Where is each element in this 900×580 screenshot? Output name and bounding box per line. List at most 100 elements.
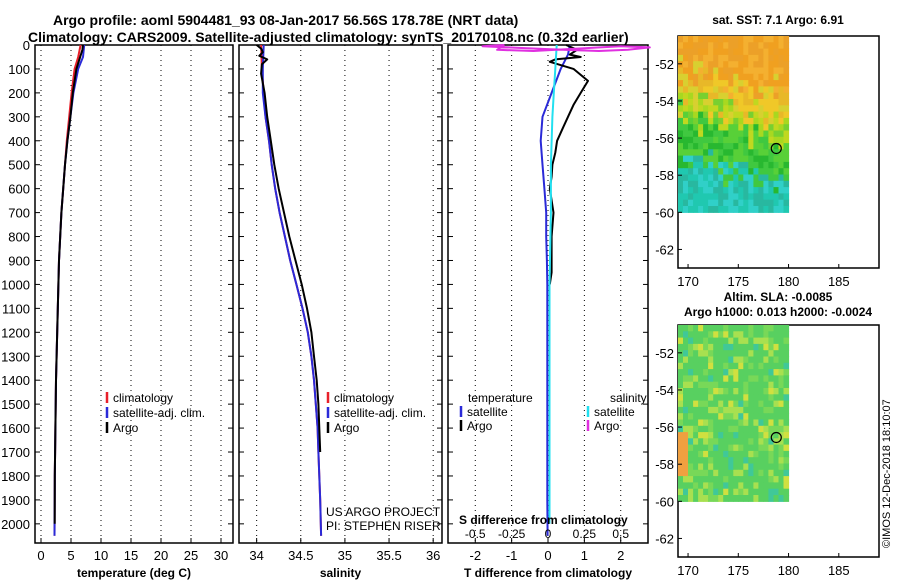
sst_map-cell — [713, 130, 719, 138]
sst_map-cell — [768, 111, 774, 119]
sst_map-cell — [713, 149, 719, 157]
sst_map-cell — [693, 99, 699, 106]
sst_map-cell — [713, 86, 719, 94]
sst_map-cell — [748, 149, 754, 157]
sst_map-cell — [733, 105, 739, 113]
sla_map-cell — [718, 388, 724, 395]
sst_map-cell — [743, 199, 749, 207]
sla_map-cell — [743, 488, 749, 496]
sst_map-cell — [688, 117, 694, 125]
sst_map-cell — [763, 199, 769, 207]
sst_map-cell — [748, 161, 754, 169]
sst_map-cell — [698, 136, 704, 144]
sla_map-cell — [723, 388, 729, 395]
sst_map-cell — [758, 155, 764, 163]
sst_map-cell — [693, 73, 699, 81]
sla_map-cell — [778, 375, 785, 383]
sla_map-cell — [718, 457, 724, 465]
sla_map-cell — [708, 388, 714, 395]
sla_map-cell — [713, 350, 719, 358]
sst_map-cell — [688, 92, 694, 100]
sst_map-cell — [713, 193, 719, 201]
sst_map-cell — [783, 48, 790, 56]
sla_map-cell — [683, 362, 689, 370]
sla_map-cell — [763, 438, 769, 446]
sla_map-cell — [758, 413, 764, 421]
sst_map-cell — [718, 180, 724, 188]
sst_map-cell — [703, 54, 709, 62]
sla_map-cell — [763, 394, 769, 402]
sla_map-cell — [743, 350, 749, 358]
sst_map-cell — [723, 161, 729, 169]
sst_map-cell — [708, 155, 714, 163]
sla_map-cell — [743, 413, 749, 421]
sst_map-cell — [683, 124, 689, 132]
sla_map-cell — [703, 444, 709, 452]
sst_map-cell — [753, 161, 759, 169]
sst_map-cell — [738, 193, 744, 201]
sst_map-cell — [708, 174, 714, 182]
sla_map-cell — [698, 406, 704, 414]
sst_map-cell — [773, 36, 780, 43]
sla_map-cell — [773, 457, 780, 465]
sla_map-cell — [753, 413, 759, 421]
sst_map-cell — [768, 61, 774, 69]
sst_map-cell — [773, 161, 780, 169]
sla_map-cell — [783, 325, 790, 332]
sla_map-cell — [703, 495, 709, 502]
sla_map-cell — [723, 406, 729, 414]
sla_map-cell — [773, 381, 780, 389]
sla_map-cell — [718, 413, 724, 421]
sst_map-cell — [748, 206, 754, 213]
sla_map-cell — [738, 469, 744, 477]
sst_map-cell — [753, 80, 759, 87]
sst_map-cell — [708, 42, 714, 50]
sst_map-cell — [733, 111, 739, 119]
sst_map-cell — [688, 86, 694, 94]
sst_map-cell — [703, 161, 709, 169]
sst_map-tick-label-y-4: -60 — [655, 205, 674, 220]
sst_map-cell — [783, 136, 790, 144]
sst_map-cell — [703, 99, 709, 106]
sla_map-cell — [728, 438, 734, 446]
sla_map-cell — [753, 356, 759, 364]
sla_map-cell — [758, 463, 764, 471]
sla_map-cell — [688, 450, 694, 458]
sst_map-cell — [763, 67, 769, 75]
sst_map-cell — [703, 111, 709, 119]
sst_map-cell — [753, 99, 759, 106]
sla_map-cell — [708, 425, 714, 433]
sst_map-cell — [703, 124, 709, 132]
difference-legend-temperature-heading: temperature — [468, 391, 533, 405]
sla_map-cell — [748, 381, 754, 389]
sst_map-cell — [713, 73, 719, 81]
sst_map-cell — [733, 187, 739, 194]
sst_map-cell — [763, 180, 769, 188]
sst_map-cell — [708, 80, 714, 87]
sla_map-cell — [728, 406, 734, 414]
sla_map-cell — [753, 419, 759, 427]
sla_map-cell — [753, 325, 759, 332]
sla_map-cell — [778, 337, 785, 345]
sst_map-cell — [683, 199, 689, 207]
sst_map-cell — [683, 99, 689, 106]
sst_map-cell — [758, 80, 764, 87]
sst_map-cell — [783, 199, 790, 207]
sst_map-cell — [738, 61, 744, 69]
sla_map-cell — [743, 337, 749, 345]
sst_map-cell — [703, 149, 709, 157]
sst_map-cell — [713, 143, 719, 150]
sla_map-cell — [738, 476, 744, 483]
sst_map-cell — [703, 48, 709, 56]
sst_map-cell — [773, 54, 780, 62]
sla_map-cell — [738, 482, 744, 490]
sla_map-tick-label-x-1: 175 — [727, 563, 749, 578]
sla_map-cell — [763, 463, 769, 471]
sst_map-cell — [733, 117, 739, 125]
sst_map-cell — [753, 193, 759, 201]
sla_map-cell — [768, 381, 774, 389]
sst_map-cell — [723, 180, 729, 188]
sla_map-cell — [693, 432, 699, 439]
sst_map-cell — [718, 174, 724, 182]
sla_map-cell — [753, 375, 759, 383]
